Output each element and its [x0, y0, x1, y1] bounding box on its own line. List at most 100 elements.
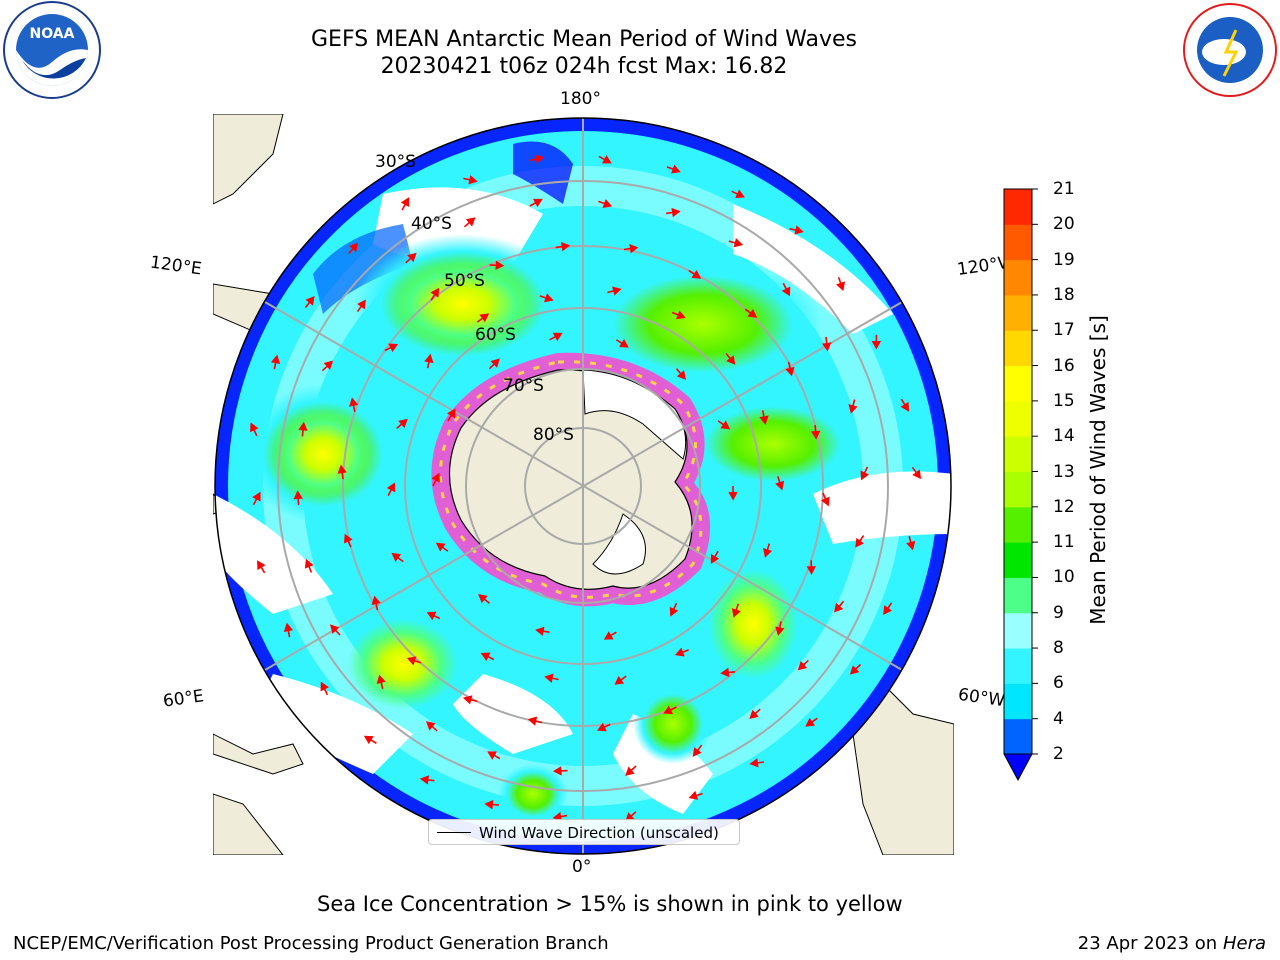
- wave-direction-arrow: [348, 242, 359, 255]
- wind-wave-arrows: [250, 154, 922, 822]
- lat-label-40s: 40°S: [411, 214, 452, 234]
- map-panel: 30°S 40°S 50°S 60°S 70°S 80°S Wind Wave …: [212, 113, 955, 856]
- wave-direction-arrow: [749, 758, 765, 768]
- colorbar-tick-label: 16: [1053, 355, 1075, 376]
- wave-direction-arrow: [805, 717, 818, 727]
- wave-direction-arrow: [883, 602, 893, 615]
- wave-direction-arrow: [717, 420, 731, 430]
- wave-direction-arrow: [426, 611, 441, 621]
- lon-label-60e: 60°E: [161, 686, 206, 712]
- lat-label-60s: 60°S: [475, 325, 516, 345]
- wave-direction-arrow: [623, 243, 639, 254]
- wave-direction-arrow: [484, 799, 500, 810]
- chart-subtitle: 20230421 t06z 024h fcst Max: 16.82: [380, 54, 788, 79]
- wave-direction-arrow: [775, 476, 785, 491]
- colorbar-tick-label: 9: [1053, 602, 1064, 623]
- colorbar-block: [1004, 471, 1032, 508]
- wave-direction-arrow: [447, 408, 456, 422]
- colorbar-title: Mean Period of Wind Waves [s]: [1086, 315, 1110, 625]
- wave-direction-arrow: [860, 466, 869, 481]
- wave-direction-arrow: [625, 765, 637, 776]
- wave-direction-arrow: [900, 398, 910, 412]
- wave-direction-arrow: [669, 602, 679, 617]
- wave-direction-arrow: [836, 276, 846, 292]
- legend-line-swatch: [437, 832, 471, 833]
- wave-direction-arrow: [666, 164, 681, 174]
- lon-label-0: 0°: [572, 857, 592, 877]
- colorbar: [1003, 188, 1038, 782]
- colorbar-block: [1004, 436, 1032, 472]
- colorbar-tick-label: 14: [1053, 426, 1075, 447]
- wave-direction-arrow: [400, 197, 410, 211]
- sea-ice-note: Sea Ice Concentration > 15% is shown in …: [317, 892, 903, 916]
- wave-direction-arrow: [344, 533, 353, 548]
- producer-credit: NCEP/EMC/Verification Post Processing Pr…: [13, 933, 609, 954]
- wave-direction-arrow: [744, 308, 758, 318]
- colorbar-tick-label: 17: [1053, 320, 1075, 341]
- wave-direction-arrow: [320, 681, 329, 696]
- wave-direction-arrow: [527, 716, 543, 726]
- wave-direction-arrow: [337, 464, 347, 480]
- lon-label-120e: 120°E: [148, 252, 203, 280]
- chart-title: GEFS MEAN Antarctic Mean Period of Wind …: [311, 27, 857, 52]
- wave-direction-arrow: [675, 368, 687, 380]
- wave-direction-arrow: [781, 282, 791, 297]
- wave-direction-arrow: [384, 343, 399, 353]
- wave-direction-arrow: [304, 296, 315, 308]
- wave-direction-arrow: [462, 695, 478, 705]
- polar-map: [212, 113, 955, 856]
- wave-direction-arrow: [871, 334, 882, 350]
- map-legend: Wind Wave Direction (unscaled): [428, 819, 740, 845]
- wave-direction-arrow: [463, 175, 478, 185]
- colorbar-tick-label: 21: [1053, 179, 1075, 199]
- wave-direction-arrow: [431, 472, 440, 487]
- wave-direction-arrow: [665, 207, 681, 218]
- wave-direction-arrow: [476, 313, 490, 323]
- colorbar-tick-label: 12: [1053, 496, 1075, 517]
- wave-direction-arrow: [371, 595, 381, 611]
- colorbar-block: [1004, 294, 1032, 331]
- wave-direction-arrow: [596, 722, 611, 732]
- wave-direction-arrow: [603, 631, 617, 640]
- wave-direction-arrow: [298, 421, 308, 437]
- wave-direction-arrow: [855, 535, 865, 548]
- wave-direction-arrow: [759, 410, 769, 425]
- colorbar-block: [1004, 224, 1032, 261]
- colorbar-block: [1004, 400, 1032, 437]
- wave-direction-arrow: [797, 659, 809, 671]
- wave-direction-arrow: [692, 744, 703, 757]
- wave-direction-arrow: [552, 766, 568, 776]
- wave-direction-arrow: [424, 353, 434, 369]
- colorbar-block: [1004, 330, 1032, 367]
- colorbar-block: [1004, 577, 1032, 614]
- wave-direction-arrow: [539, 293, 554, 303]
- wave-direction-arrow: [749, 708, 761, 720]
- wave-direction-arrow: [555, 241, 571, 252]
- wave-direction-arrow: [406, 656, 421, 666]
- noaa-logo-icon: NOAA: [3, 1, 101, 99]
- wave-direction-arrow: [806, 560, 817, 575]
- colorbar-block: [1004, 718, 1032, 755]
- lat-label-70s: 70°S: [503, 376, 544, 396]
- wave-direction-arrow: [419, 775, 435, 785]
- wave-direction-arrow: [728, 485, 738, 501]
- wave-direction-arrow: [710, 550, 720, 564]
- colorbar-block: [1004, 542, 1032, 578]
- wave-direction-arrow: [775, 621, 785, 636]
- wave-direction-arrow: [257, 560, 266, 574]
- wave-direction-arrow: [529, 154, 545, 164]
- wave-direction-arrow: [463, 217, 476, 228]
- wave-direction-arrow: [849, 663, 862, 675]
- wave-direction-arrow: [549, 332, 563, 342]
- wave-direction-arrow: [329, 624, 341, 636]
- wave-direction-arrow: [435, 542, 449, 552]
- colorbar-block: [1004, 648, 1032, 684]
- colorbar-block: [1004, 189, 1032, 225]
- map-boundary: [214, 117, 952, 855]
- wave-direction-arrow: [544, 673, 559, 683]
- wave-direction-arrow: [688, 790, 703, 800]
- wave-direction-arrow: [478, 594, 491, 604]
- wave-direction-arrow: [598, 199, 613, 208]
- wave-direction-arrow: [822, 336, 832, 352]
- wave-direction-arrow: [488, 358, 500, 370]
